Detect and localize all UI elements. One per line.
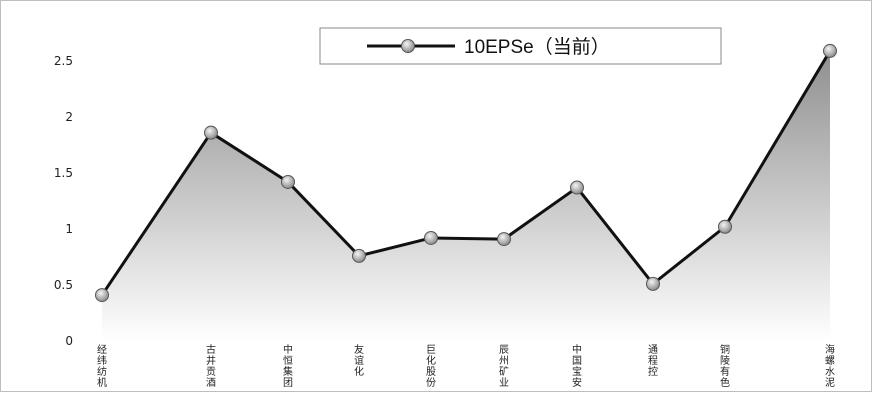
data-point-marker <box>425 231 438 244</box>
data-point-marker <box>647 277 660 290</box>
x-category-label: 通程控 <box>648 344 658 378</box>
y-tick-label: 1 <box>65 222 73 236</box>
x-category-label: 辰州矿业 <box>499 344 509 389</box>
data-point-marker <box>96 289 109 302</box>
legend: 10EPSe（当前） <box>320 28 721 64</box>
y-tick-label: 1.5 <box>54 166 73 180</box>
x-category-label: 经纬纺机 <box>97 343 107 389</box>
legend-entry-label: 10EPSe（当前） <box>464 36 610 58</box>
y-axis-ticks: 0 0.5 1 1.5 2 2.5 <box>54 54 73 348</box>
data-point-marker <box>498 233 511 246</box>
data-point-marker <box>282 175 295 188</box>
data-point-marker <box>353 249 366 262</box>
x-category-label: 巨化股份 <box>426 344 436 389</box>
y-tick-label: 0 <box>65 334 73 348</box>
data-point-marker <box>571 181 584 194</box>
y-tick-label: 0.5 <box>54 278 73 292</box>
x-category-label: 中恒集团 <box>283 343 293 389</box>
y-tick-label: 2 <box>65 110 73 124</box>
data-point-marker <box>824 44 837 57</box>
x-category-label: 中国宝安 <box>572 343 582 389</box>
legend-marker-swatch <box>402 40 415 53</box>
x-category-label: 海螺水泥 <box>825 343 835 389</box>
x-axis-category-labels: 经纬纺机 古井贡酒 中恒集团 友谊化 巨化股份 辰州矿业 中国宝安 通程控 铜陵有色 海螺水泥 <box>97 343 835 389</box>
x-category-label: 铜陵有色 <box>720 344 730 389</box>
data-point-marker <box>719 220 732 233</box>
x-category-label: 友谊化 <box>354 343 364 378</box>
y-tick-label: 2.5 <box>54 54 73 68</box>
area-fill <box>102 51 830 341</box>
series-area <box>102 51 830 341</box>
x-category-label: 古井贡酒 <box>206 343 216 389</box>
data-point-marker <box>205 126 218 139</box>
